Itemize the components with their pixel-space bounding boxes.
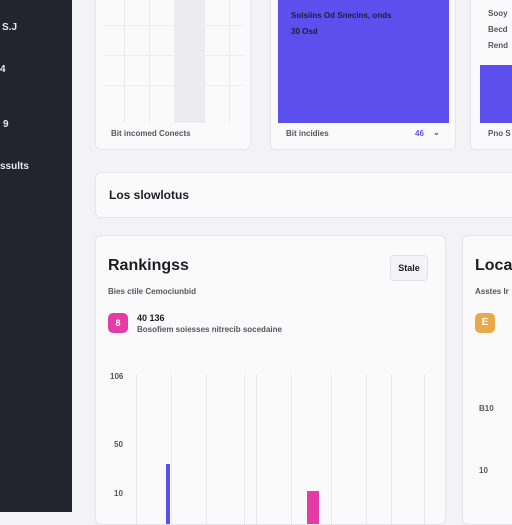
button[interactable]: Stale xyxy=(390,255,428,281)
grid-line xyxy=(104,25,244,26)
grid-line xyxy=(171,374,172,524)
grid-line xyxy=(104,55,244,56)
chart-grid xyxy=(136,374,426,524)
stat-caption: Bosofiem soiesses nitrecib socedaine xyxy=(137,325,282,334)
card-title: Loca xyxy=(475,257,512,274)
card: Sooy Becd Rend Pno S xyxy=(470,0,512,150)
grid-line xyxy=(204,0,205,123)
card-subtitle: Asstes Ir xyxy=(475,287,509,296)
hero-panel xyxy=(278,0,449,123)
card-footer: Pno S xyxy=(488,129,511,138)
icon: 8 xyxy=(108,313,128,333)
grid-line xyxy=(136,374,137,524)
chevron[interactable]: ⌄ xyxy=(433,128,440,137)
axis-label: 10 xyxy=(479,466,488,475)
grid-line xyxy=(331,374,332,524)
grid-chart xyxy=(104,0,244,123)
card: Solsiins Od Snecins, onds 30 Osd Bit inc… xyxy=(270,0,456,150)
grid-line xyxy=(424,374,425,524)
card-text: Rend xyxy=(488,41,508,50)
axis-label: B10 xyxy=(479,404,494,413)
banner-title: Los slowlotus xyxy=(109,188,190,202)
grid-line xyxy=(149,0,150,123)
footer-value[interactable]: 46 xyxy=(415,129,424,138)
card-subtitle: Bies ctile Cemociunbid xyxy=(108,287,197,296)
grid-line xyxy=(104,85,244,86)
stat: 40 136 xyxy=(137,313,165,323)
axis-label: 106 xyxy=(110,372,124,381)
card-footer: Bit incidies xyxy=(286,129,329,138)
grid-line xyxy=(391,374,392,524)
icon: E xyxy=(475,313,495,333)
grid-line xyxy=(244,374,245,524)
grid-line xyxy=(174,0,204,123)
grid-line xyxy=(366,374,367,524)
card-text: Sooy xyxy=(488,9,508,18)
hero-panel xyxy=(480,65,512,123)
bar xyxy=(307,491,319,524)
banner: Los slowlotus xyxy=(95,172,512,218)
nav-item[interactable]: 9 xyxy=(3,119,9,130)
grid-line xyxy=(229,0,230,123)
grid-line xyxy=(206,374,207,524)
nav-item[interactable]: ssults xyxy=(0,161,29,172)
card-text: Becd xyxy=(488,25,508,34)
panel-text: Solsiins Od Snecins, onds xyxy=(291,11,392,20)
grid-line xyxy=(291,374,292,524)
sidebar: S.J 4 9 ssults xyxy=(0,0,72,512)
grid-line xyxy=(124,0,125,123)
panel-text: 30 Osd xyxy=(291,27,318,36)
card-title: Rankingss xyxy=(108,257,189,274)
grid-line xyxy=(256,374,257,524)
location-card: Loca Asstes Ir E B10 10 xyxy=(462,235,512,525)
nav-item[interactable]: 4 xyxy=(0,64,6,75)
rankings-card: Rankingss Stale Bies ctile Cemociunbid 8… xyxy=(95,235,446,525)
axis-label: 10 xyxy=(114,489,123,498)
nav-item[interactable]: S.J xyxy=(2,22,18,33)
axis-label: 50 xyxy=(114,440,123,449)
card-footer: Bit incomed Conects xyxy=(111,129,191,138)
bar xyxy=(166,464,170,524)
card: Bit incomed Conects xyxy=(95,0,251,150)
